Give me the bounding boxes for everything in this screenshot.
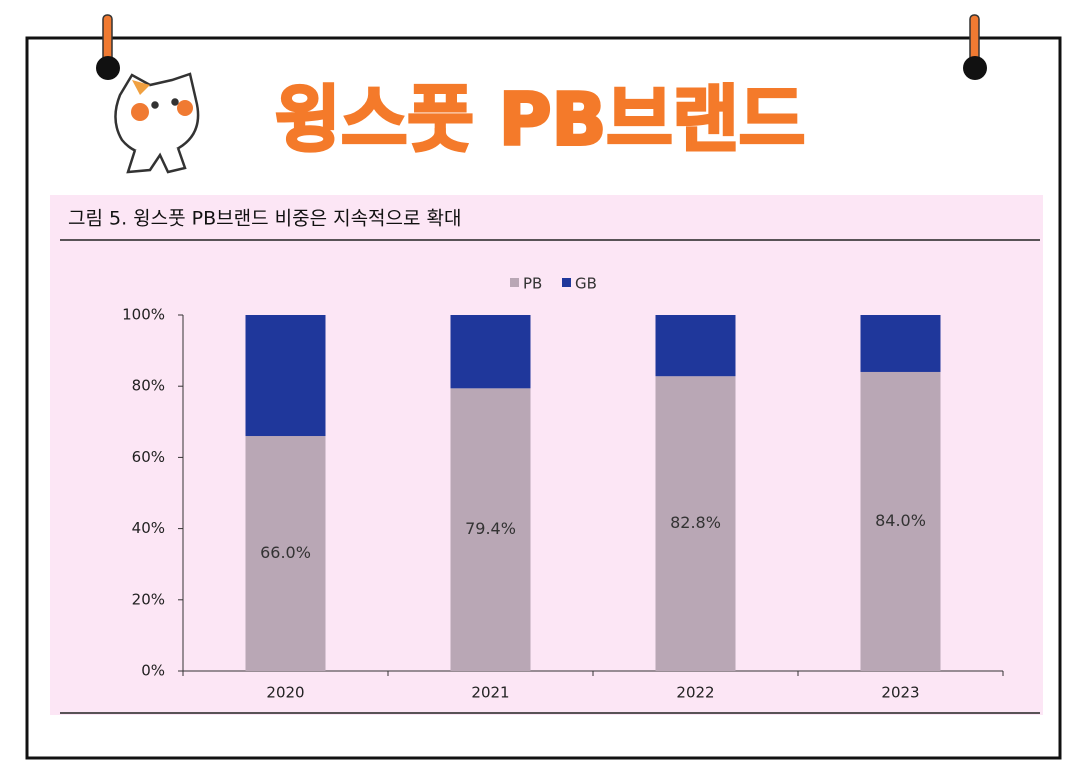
- y-tick-label: 80%: [132, 377, 165, 395]
- x-tick-label: 2021: [471, 684, 509, 702]
- bar-segment: [860, 371, 941, 671]
- bar-segment: [450, 315, 531, 389]
- x-tick-label: 2022: [676, 684, 714, 702]
- legend-label: GB: [575, 275, 597, 293]
- bar-segment: [655, 376, 736, 671]
- legend-swatch: [510, 278, 519, 287]
- pins: [96, 14, 987, 80]
- y-tick-label: 20%: [132, 590, 165, 608]
- bar-segment: [245, 436, 326, 671]
- x-tick-label: 2023: [881, 684, 919, 702]
- legend-label: PB: [523, 275, 542, 293]
- bar-segment: [450, 388, 531, 671]
- chart-title: 그림 5. 윙스풋 PB브랜드 비중은 지속적으로 확대: [68, 208, 462, 230]
- y-tick-label: 0%: [141, 662, 165, 680]
- data-label: 79.4%: [465, 519, 516, 538]
- data-label: 66.0%: [260, 543, 311, 562]
- bar-segment: [860, 315, 941, 372]
- cat-icon: [114, 72, 200, 174]
- bar-segment: [655, 315, 736, 377]
- data-label: 82.8%: [670, 513, 721, 532]
- y-tick-label: 40%: [132, 519, 165, 537]
- y-tick-label: 100%: [122, 306, 165, 324]
- plot: 0% 20% 40% 60% 80% 100% 2020 66.0% 2021 79.4% 2022…: [122, 275, 1004, 702]
- page-title: 윙스풋 PB브랜드: [275, 78, 805, 162]
- legend-swatch: [562, 278, 571, 287]
- bar-segment: [245, 315, 326, 437]
- x-tick-label: 2020: [266, 684, 304, 702]
- y-tick-label: 60%: [132, 448, 165, 466]
- data-label: 84.0%: [875, 511, 926, 530]
